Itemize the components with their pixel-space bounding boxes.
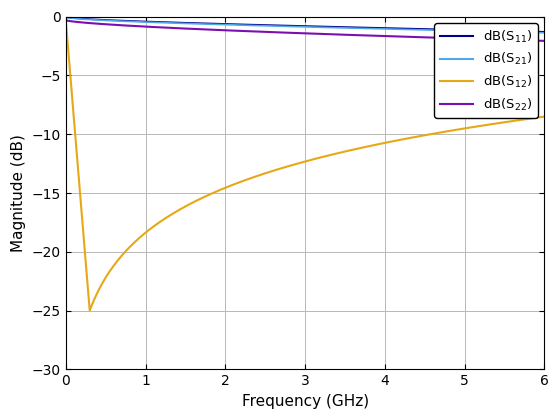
X-axis label: Frequency (GHz): Frequency (GHz): [241, 394, 368, 409]
Y-axis label: Magnitude (dB): Magnitude (dB): [11, 134, 26, 252]
Legend: dB(S$_{11}$), dB(S$_{21}$), dB(S$_{12}$), dB(S$_{22}$): dB(S$_{11}$), dB(S$_{21}$), dB(S$_{12}$)…: [435, 23, 538, 118]
